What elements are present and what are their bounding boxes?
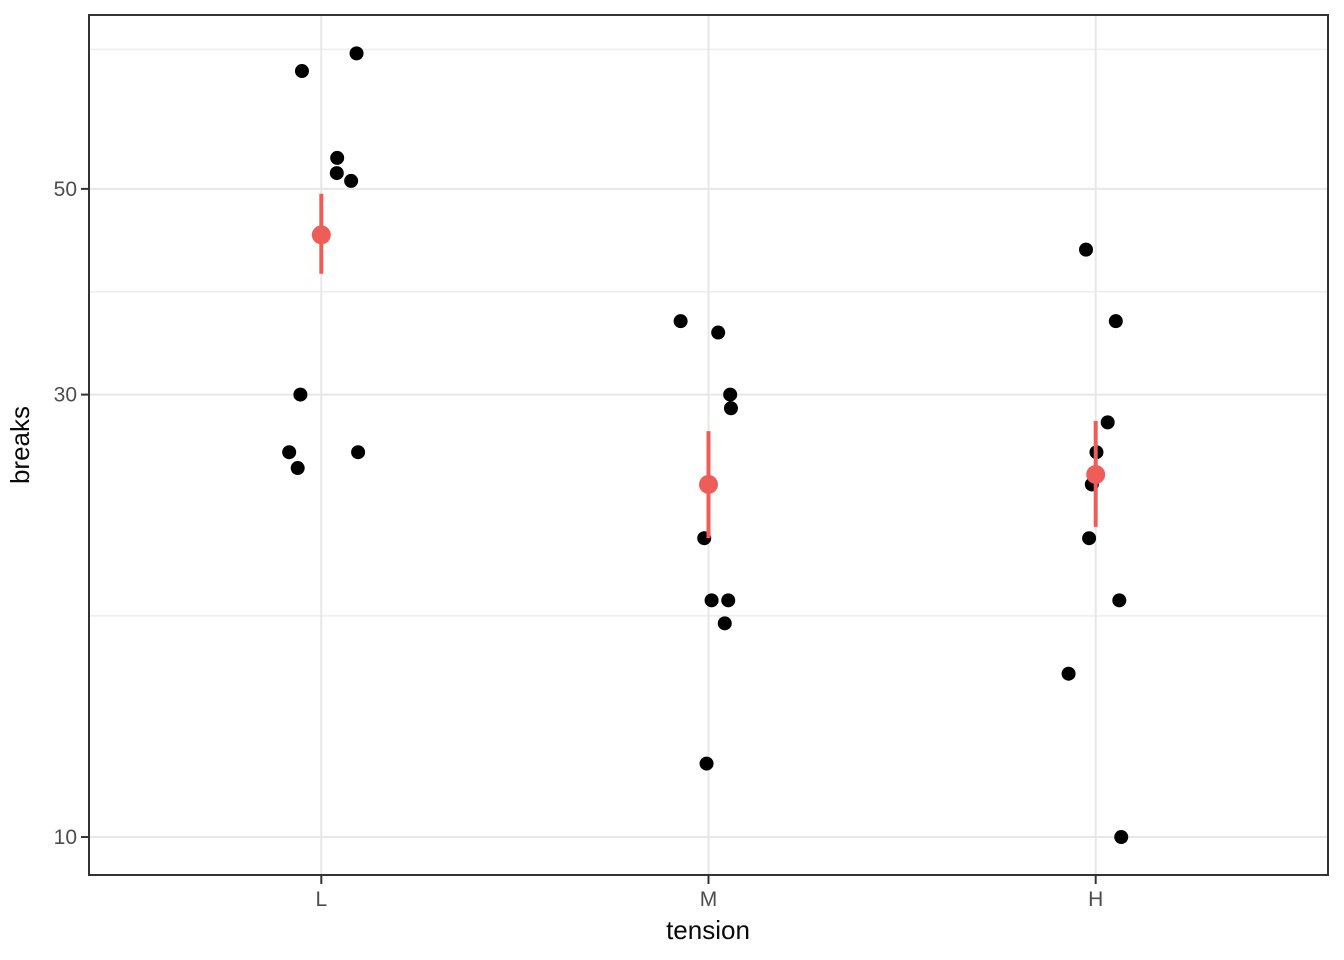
y-axis-title: breaks [5, 405, 35, 485]
data-point [294, 64, 309, 79]
data-point [329, 166, 344, 181]
data-point [717, 616, 732, 631]
data-point [282, 445, 297, 460]
y-tick-label: 50 [54, 178, 77, 201]
data-point [1112, 593, 1127, 608]
y-tick-label: 10 [54, 826, 77, 849]
data-point [351, 445, 366, 460]
data-point [344, 173, 359, 188]
data-point [723, 387, 738, 402]
x-tick-label: M [700, 888, 718, 911]
data-point [290, 461, 305, 476]
data-point [349, 46, 364, 61]
data-point [704, 593, 719, 608]
data-point [1079, 242, 1094, 257]
x-tick-label: L [315, 888, 327, 911]
data-point [1114, 830, 1129, 845]
mean-point [311, 225, 331, 245]
data-point [1061, 666, 1076, 681]
y-tick-label: 30 [54, 384, 77, 407]
data-point [293, 387, 308, 402]
x-tick-label: H [1088, 888, 1103, 911]
data-point [1100, 415, 1115, 430]
data-point [1108, 314, 1123, 329]
data-point [1082, 531, 1097, 546]
x-axis-title: tension [666, 915, 750, 945]
data-point [330, 150, 345, 165]
mean-point [1086, 465, 1106, 485]
mean-point [699, 474, 718, 494]
data-point [711, 325, 726, 340]
data-point [673, 314, 688, 329]
data-point [723, 401, 738, 416]
data-point [721, 593, 736, 608]
data-point [699, 756, 714, 771]
